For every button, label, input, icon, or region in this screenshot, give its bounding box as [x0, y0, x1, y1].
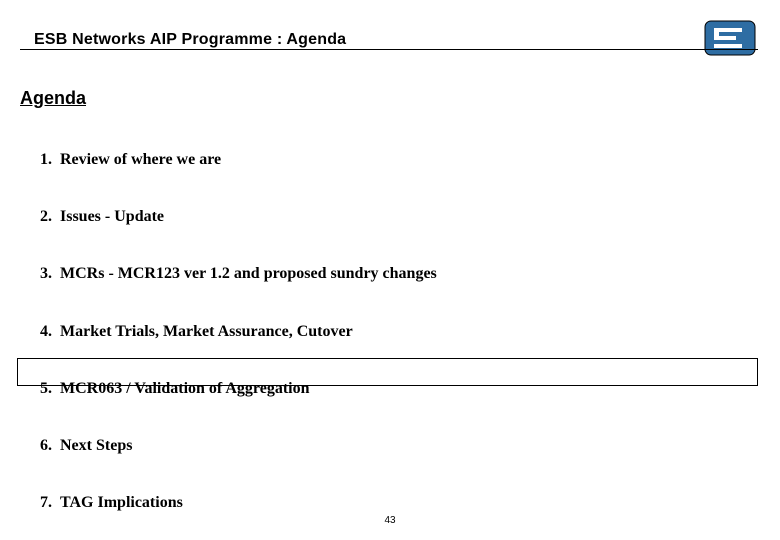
agenda-item: 3. MCRs - MCR123 ver 1.2 and proposed su… [34, 254, 750, 293]
agenda-item-number: 2. [34, 197, 52, 236]
agenda-item: 1. Review of where we are [34, 140, 750, 179]
agenda-item-number: 1. [34, 140, 52, 179]
slide-page: ESB Networks AIP Programme : Agenda Agen… [0, 0, 780, 540]
agenda-item-text: Market Trials, Market Assurance, Cutover [60, 312, 353, 351]
agenda-item: 2. Issues - Update [34, 197, 750, 236]
header-rule [20, 49, 758, 50]
agenda-item-number: 4. [34, 312, 52, 351]
agenda-item: 6. Next Steps [34, 426, 750, 465]
esb-logo [704, 20, 756, 56]
page-number: 43 [0, 515, 780, 526]
esb-logo-icon [704, 20, 756, 56]
agenda-item-text: MCRs - MCR123 ver 1.2 and proposed sundr… [60, 254, 437, 293]
agenda-list: 1. Review of where we are 2. Issues - Up… [34, 140, 750, 540]
header-title: ESB Networks AIP Programme : Agenda [34, 31, 346, 49]
agenda-item-text: Next Steps [60, 426, 132, 465]
slide-header: ESB Networks AIP Programme : Agenda [34, 24, 756, 56]
agenda-item: 4. Market Trials, Market Assurance, Cuto… [34, 312, 750, 351]
agenda-item-number: 5. [34, 369, 52, 408]
agenda-item-text: Issues - Update [60, 197, 164, 236]
agenda-item-number: 3. [34, 254, 52, 293]
section-title: Agenda [20, 88, 86, 109]
agenda-item-text: Review of where we are [60, 140, 221, 179]
agenda-item: 5. MCR063 / Validation of Aggregation [34, 369, 750, 408]
agenda-item-text: MCR063 / Validation of Aggregation [60, 369, 310, 408]
agenda-item-number: 6. [34, 426, 52, 465]
